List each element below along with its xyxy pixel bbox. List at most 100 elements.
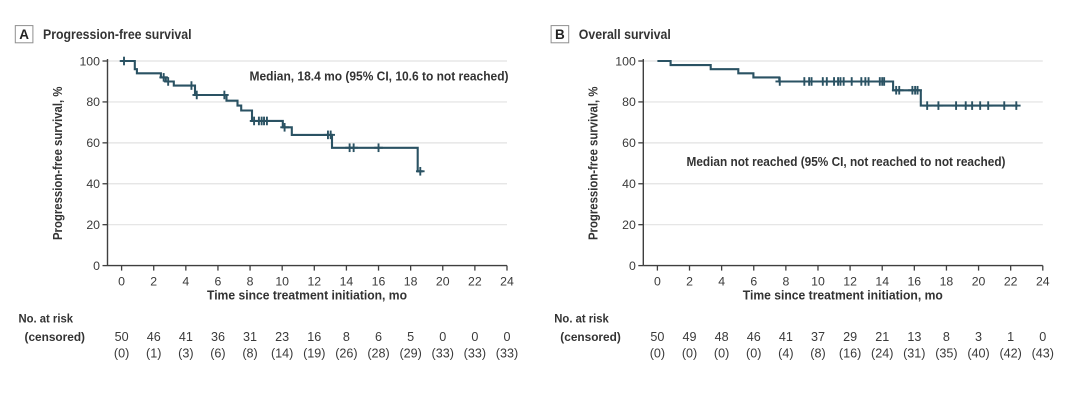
y-axis-title: Progression-free survival, % [586,86,601,240]
censored-count: (0) [714,347,729,361]
at-risk-count: 5 [407,330,414,344]
censored-count: (33) [432,347,454,361]
censored-count: (26) [335,347,357,361]
x-tick-label: 10 [275,275,289,289]
at-risk-count: 3 [975,330,982,344]
censored-count: (0) [682,347,697,361]
panel-title: Overall survival [579,27,671,42]
y-tick-label: 0 [93,259,100,273]
censored-count: (8) [810,347,825,361]
km-curve [121,59,423,173]
panel-title: Progression-free survival [43,27,192,42]
censored-count: (24) [871,347,893,361]
at-risk-count: 50 [650,330,664,344]
censored-count: (33) [464,347,486,361]
at-risk-label: No. at risk [554,312,609,326]
x-tick-label: 6 [750,275,757,289]
censored-count: (31) [903,347,925,361]
censored-count: (42) [999,347,1021,361]
x-tick-label: 12 [307,275,321,289]
x-tick-label: 4 [182,275,189,289]
censor-marks [775,77,1021,110]
y-tick-label: 20 [622,218,636,232]
y-tick-label: 0 [629,259,636,273]
at-risk-label: No. at risk [19,312,74,326]
x-tick-label: 16 [907,275,921,289]
x-tick-label: 24 [500,275,514,289]
at-risk-count: 50 [115,330,129,344]
at-risk-count: 13 [907,330,921,344]
x-tick-label: 20 [436,275,450,289]
y-tick-label: 20 [86,218,100,232]
y-tick-label: 100 [79,54,100,68]
x-tick-label: 22 [1004,275,1018,289]
censored-count: (14) [271,347,293,361]
x-axis-title: Time since treatment initiation, mo [743,288,943,303]
at-risk-count: 1 [1007,330,1014,344]
censored-count: (16) [839,347,861,361]
x-tick-label: 8 [782,275,789,289]
censored-count: (0) [114,347,129,361]
km-curve [657,59,1018,107]
at-risk-count: 21 [875,330,889,344]
at-risk-table: No. at risk(censored) 50(0)46(1)41(3)36(6… [19,312,519,361]
x-tick-label: 2 [150,275,157,289]
x-tick-label: 20 [972,275,986,289]
censored-count: (6) [210,347,225,361]
at-risk-count: 41 [179,330,193,344]
x-tick-label: 8 [247,275,254,289]
censored-count: (29) [399,347,421,361]
x-tick-label: 16 [372,275,386,289]
at-risk-count: 46 [747,330,761,344]
at-risk-count: 36 [211,330,225,344]
x-tick-label: 18 [940,275,954,289]
y-axis-title: Progression-free survival, % [50,86,65,240]
y-tick-label: 40 [86,177,100,191]
at-risk-count: 29 [843,330,857,344]
censored-count: (28) [367,347,389,361]
censored-count: (35) [935,347,957,361]
at-risk-count: 37 [811,330,825,344]
at-risk-count: 8 [343,330,350,344]
at-risk-count: 0 [1039,330,1046,344]
censored-count: (4) [778,347,793,361]
censor-marks [119,56,425,176]
x-tick-label: 18 [404,275,418,289]
x-tick-label: 22 [468,275,482,289]
gridlines [107,60,507,226]
median-annotation: Median, 18.4 mo (95% CI, 10.6 to not rea… [250,69,509,84]
at-risk-count: 16 [307,330,321,344]
y-tick-label: 60 [622,136,636,150]
at-risk-count: 23 [275,330,289,344]
panel-letter-box [14,25,34,44]
at-risk-count: 48 [715,330,729,344]
censored-count: (1) [146,347,161,361]
x-tick-label: 0 [654,275,661,289]
x-tick-label: 14 [875,275,889,289]
at-risk-count: 6 [375,330,382,344]
censored-count: (0) [746,347,761,361]
x-tick-label: 4 [718,275,725,289]
censored-label: (censored) [560,330,621,344]
x-axis-title: Time since treatment initiation, mo [207,288,407,303]
panel-letter: A [19,27,29,42]
y-tick-label: 80 [622,95,636,109]
x-tick-label: 12 [843,275,857,289]
x-tick-label: 2 [686,275,693,289]
censored-label: (censored) [25,330,86,344]
censored-count: (33) [496,347,518,361]
y-tick-label: 100 [615,54,636,68]
censored-count: (40) [967,347,989,361]
at-risk-count: 46 [147,330,161,344]
at-risk-count: 31 [243,330,257,344]
y-tick-label: 60 [86,136,100,150]
at-risk-count: 0 [503,330,510,344]
censored-count: (19) [303,347,325,361]
x-tick-label: 0 [118,275,125,289]
panel-letter-box [550,25,570,44]
at-risk-count: 41 [779,330,793,344]
x-tick-label: 6 [215,275,222,289]
